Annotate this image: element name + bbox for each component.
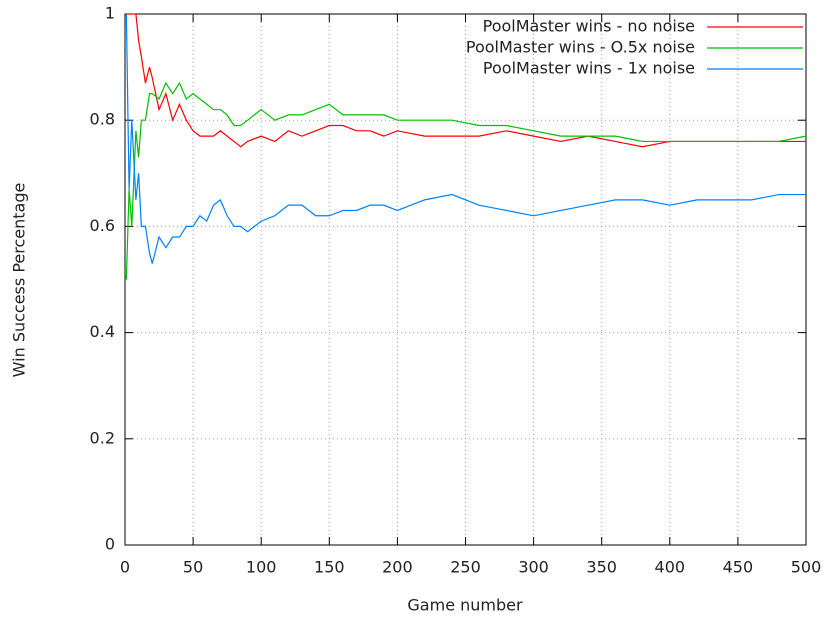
series-line <box>125 13 806 264</box>
x-tick-label: 350 <box>586 558 617 577</box>
series-line <box>125 81 807 280</box>
y-axis-label: Win Success Percentage <box>10 183 29 378</box>
x-tick-label: 500 <box>791 558 822 577</box>
y-tick-label: 0 <box>105 535 115 554</box>
plot-border <box>124 13 807 546</box>
x-tick-label: 250 <box>450 558 481 577</box>
y-tick-label: 0.8 <box>90 110 115 129</box>
legend-label: PoolMaster wins - no noise <box>483 17 695 36</box>
x-tick-label: 50 <box>183 558 203 577</box>
x-tick-label: 400 <box>655 558 686 577</box>
series-line <box>126 13 806 148</box>
x-tick-label: 100 <box>246 558 277 577</box>
y-tick-label: 0.4 <box>90 322 115 341</box>
x-tick-label: 200 <box>382 558 413 577</box>
x-tick-label: 150 <box>314 558 345 577</box>
y-tick-label: 0.6 <box>90 216 115 235</box>
x-tick-label: 0 <box>120 558 130 577</box>
x-tick-label: 300 <box>518 558 549 577</box>
x-axis-label: Game number <box>407 596 523 615</box>
x-tick-label: 450 <box>723 558 754 577</box>
legend-label: PoolMaster wins - 1x noise <box>483 59 695 78</box>
y-tick-label: 1 <box>105 4 115 23</box>
legend-label: PoolMaster wins - O.5x noise <box>466 38 695 57</box>
y-tick-label: 0.2 <box>90 428 115 447</box>
